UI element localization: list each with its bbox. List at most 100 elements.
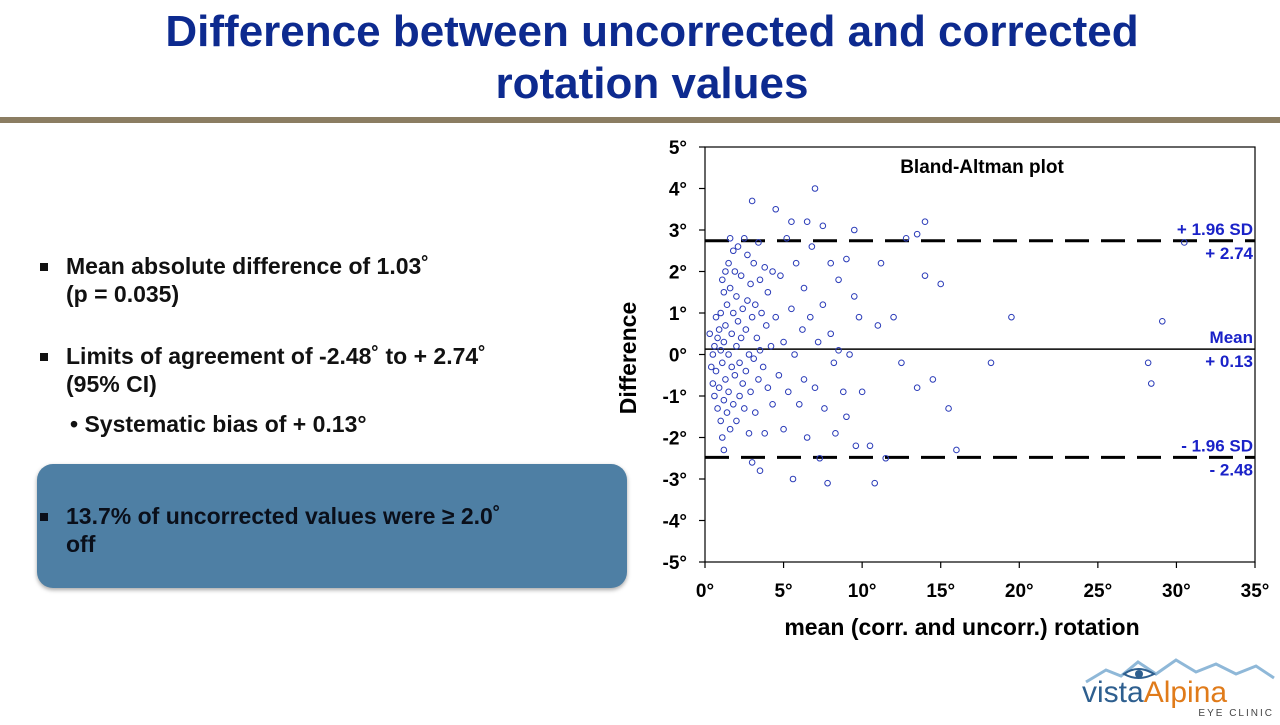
data-point bbox=[748, 197, 756, 205]
reference-line-value: - 2.48 bbox=[1210, 460, 1253, 479]
y-tick-label: 5° bbox=[669, 138, 687, 159]
data-point bbox=[722, 268, 729, 275]
data-point bbox=[715, 326, 723, 333]
logo-brand-part2: Alpina bbox=[1144, 676, 1228, 709]
bullet-limits: Limits of agreement of -2.48˚ to + 2.74˚… bbox=[38, 342, 628, 398]
data-point bbox=[739, 305, 747, 313]
data-point bbox=[882, 454, 890, 462]
data-point bbox=[733, 417, 740, 425]
data-point bbox=[953, 446, 960, 454]
reference-labels: + 1.96 SD + 2.74 Mean + 0.13 - 1.96 SD - 2.48 bbox=[1177, 220, 1254, 480]
data-point bbox=[717, 347, 725, 354]
data-point bbox=[913, 230, 921, 238]
data-point bbox=[706, 330, 714, 338]
data-point bbox=[803, 218, 811, 225]
data-point bbox=[929, 376, 937, 383]
data-point bbox=[745, 351, 753, 358]
data-point bbox=[832, 430, 839, 437]
data-point bbox=[734, 318, 742, 325]
bullet-text: off bbox=[66, 531, 96, 557]
data-point bbox=[748, 313, 756, 321]
reference-line-name: Mean bbox=[1210, 328, 1253, 347]
data-point bbox=[758, 309, 765, 317]
data-point bbox=[808, 243, 816, 250]
data-point bbox=[718, 276, 726, 284]
data-point bbox=[739, 380, 747, 387]
data-point bbox=[709, 351, 717, 358]
data-point bbox=[726, 284, 734, 292]
x-tick-label: 35° bbox=[1241, 581, 1270, 602]
data-point bbox=[722, 322, 729, 329]
data-point bbox=[871, 479, 879, 487]
data-point bbox=[714, 334, 721, 342]
data-point bbox=[816, 454, 824, 462]
data-point bbox=[718, 359, 726, 367]
data-point bbox=[835, 276, 842, 284]
data-point bbox=[913, 384, 921, 392]
data-point bbox=[750, 259, 758, 267]
data-point bbox=[715, 384, 723, 392]
x-tick-label: 25° bbox=[1083, 581, 1112, 602]
data-point bbox=[855, 313, 863, 321]
data-point bbox=[729, 401, 737, 408]
data-point bbox=[725, 351, 732, 358]
reference-line-value: + 0.13 bbox=[1205, 352, 1253, 371]
data-point bbox=[709, 380, 717, 387]
x-tick-label: 30° bbox=[1162, 581, 1191, 602]
data-point bbox=[728, 363, 736, 371]
y-tick-label: -5° bbox=[663, 553, 688, 574]
data-point bbox=[806, 313, 814, 321]
data-point bbox=[772, 205, 780, 213]
data-point bbox=[874, 322, 882, 329]
bullet-uncorrected: 13.7% of uncorrected values were ≥ 2.0˚ … bbox=[38, 502, 608, 558]
reference-line-name: - 1.96 SD bbox=[1181, 436, 1253, 455]
slide-title-line2: rotation values bbox=[495, 59, 809, 108]
axes: 0° 5° 10° 15° 20° 25° 30° 35° 5° 4° 3° 2° 1° 0° -1° -2°… bbox=[663, 138, 1270, 602]
data-point bbox=[733, 293, 740, 300]
bullet-text: (95% CI) bbox=[66, 371, 157, 397]
data-point bbox=[714, 405, 721, 412]
data-point bbox=[799, 326, 806, 333]
x-tick-label: 20° bbox=[1005, 581, 1034, 602]
data-point bbox=[762, 322, 770, 329]
data-point bbox=[839, 388, 847, 396]
data-point bbox=[712, 367, 720, 375]
data-point bbox=[728, 330, 736, 338]
y-tick-label: -2° bbox=[663, 429, 688, 450]
data-point bbox=[751, 301, 759, 309]
data-point bbox=[737, 272, 745, 279]
title-divider bbox=[0, 117, 1280, 123]
slide-title: Difference between uncorrected and corre… bbox=[40, 6, 1264, 110]
data-point bbox=[846, 351, 853, 358]
data-point bbox=[898, 359, 905, 367]
data-point bbox=[902, 235, 910, 242]
data-point bbox=[755, 239, 762, 246]
bullet-text: Mean absolute difference of 1.03˚ bbox=[66, 253, 429, 279]
chart-title: Bland-Altman plot bbox=[900, 157, 1064, 178]
sub-bullet-bias: • Systematic bias of + 0.13° bbox=[70, 411, 367, 437]
data-point bbox=[725, 388, 732, 396]
data-point bbox=[1144, 359, 1152, 367]
data-point bbox=[756, 276, 764, 284]
data-point bbox=[722, 376, 729, 383]
data-point bbox=[877, 259, 885, 267]
bullet-text: (p = 0.035) bbox=[66, 281, 180, 307]
data-point bbox=[731, 371, 739, 379]
y-tick-label: -3° bbox=[663, 470, 688, 491]
bullet-list: Mean absolute difference of 1.03˚ (p = 0… bbox=[38, 252, 628, 438]
data-point bbox=[788, 305, 795, 313]
data-point bbox=[711, 392, 718, 400]
data-point bbox=[755, 376, 762, 383]
data-point bbox=[780, 338, 787, 346]
data-point bbox=[814, 338, 822, 346]
data-point bbox=[827, 259, 835, 267]
data-point bbox=[731, 268, 739, 275]
data-point bbox=[788, 218, 795, 225]
data-point bbox=[742, 326, 750, 333]
data-point bbox=[1147, 380, 1155, 387]
data-point bbox=[819, 222, 827, 230]
data-point bbox=[748, 459, 756, 466]
data-point bbox=[747, 280, 754, 288]
data-point bbox=[835, 347, 842, 354]
data-point bbox=[777, 272, 784, 279]
